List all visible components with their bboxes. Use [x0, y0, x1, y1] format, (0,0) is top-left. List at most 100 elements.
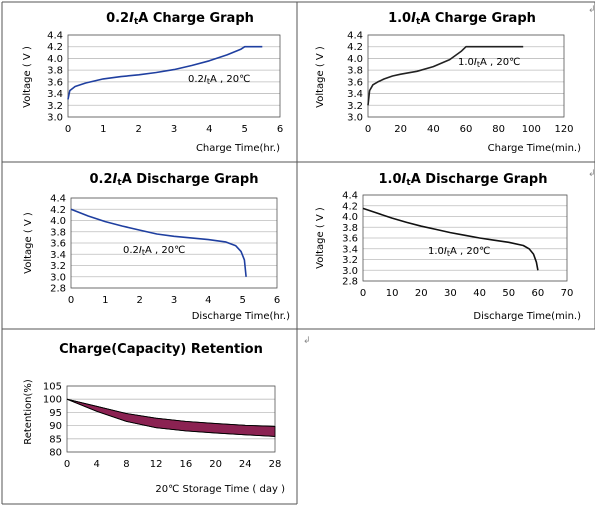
y-axis-label: Voltage ( V )	[315, 46, 326, 108]
x-tick-label: 1	[102, 295, 108, 306]
x-tick-label: 2	[135, 124, 141, 135]
chart-annotation-part: t	[447, 249, 450, 258]
chart-annotation-part: I	[474, 57, 477, 68]
y-tick-label: 4.4	[342, 191, 358, 202]
x-tick-label: 50	[502, 288, 515, 299]
y-tick-label: 4.2	[347, 42, 363, 53]
y-tick-label: 4.2	[50, 205, 66, 216]
chart-title-part: I	[113, 172, 118, 187]
chart-annotation: 1.0ItA , 20℃	[458, 57, 520, 69]
y-tick-label: 80	[49, 448, 62, 459]
x-tick-label: 4	[206, 124, 212, 135]
paragraph-mark: ↲	[588, 169, 595, 179]
x-tick-label: 100	[522, 124, 541, 135]
chart-annotation-part: A , 20℃	[450, 246, 490, 257]
y-tick-label: 90	[49, 421, 62, 432]
y-tick-label: 3.4	[50, 250, 66, 261]
x-tick-label: 20	[209, 459, 222, 470]
chart-annotation-part: t	[207, 77, 210, 86]
x-tick-label: 60	[460, 124, 473, 135]
y-tick-label: 3.0	[50, 272, 66, 283]
chart-annotation-part: t	[477, 60, 480, 69]
y-tick-label: 105	[43, 382, 62, 393]
plot-area	[67, 34, 281, 118]
y-axis-label: Voltage ( V )	[23, 212, 34, 274]
chart-title: 0.2ItA Charge Graph	[106, 11, 254, 27]
x-tick-label: 1	[100, 124, 106, 135]
paragraph-mark: ↲	[588, 5, 595, 15]
chart-annotation-part: I	[139, 245, 142, 256]
x-tick-label: 80	[492, 124, 505, 135]
x-tick-label: 0	[68, 295, 74, 306]
chart-annotation-part: A , 20℃	[145, 245, 185, 256]
x-tick-label: 10	[386, 288, 399, 299]
chart-title-part: A Discharge Graph	[411, 172, 548, 187]
chart-annotation-part: t	[142, 248, 145, 257]
chart-title: 1.0ItA Discharge Graph	[379, 172, 548, 188]
x-axis-label: Charge Time(hr.)	[196, 143, 280, 154]
y-tick-label: 3.8	[47, 66, 63, 77]
y-tick-label: 3.2	[50, 261, 66, 272]
plot-area	[70, 197, 278, 289]
x-tick-label: 3	[171, 124, 177, 135]
chart-annotation-part: 1.0	[428, 246, 444, 257]
x-tick-label: 40	[473, 288, 486, 299]
y-tick-label: 3.2	[342, 255, 358, 266]
x-tick-label: 40	[427, 124, 440, 135]
y-tick-label: 3.4	[47, 89, 63, 100]
chart-annotation-part: I	[444, 246, 447, 257]
band-edge-line	[66, 398, 276, 437]
chart-1: 0.2ItA Charge Graph3.03.23.43.63.84.04.2…	[22, 11, 283, 154]
x-tick-label: 0	[360, 288, 366, 299]
x-tick-label: 0	[365, 124, 371, 135]
y-tick-label: 3.6	[347, 77, 363, 88]
chart-title-part: A Charge Graph	[138, 11, 254, 26]
y-tick-label: 4.0	[50, 216, 66, 227]
chart-title-part: t	[416, 17, 421, 27]
y-axis-label: Voltage ( V )	[22, 46, 33, 108]
chart-title-part: t	[406, 178, 411, 188]
x-axis-label: Charge Time(min.)	[488, 143, 581, 154]
series-line	[367, 45, 524, 106]
y-tick-label: 100	[43, 395, 62, 406]
x-tick-label: 5	[239, 295, 245, 306]
x-tick-label: 60	[531, 288, 544, 299]
y-tick-label: 4.0	[347, 54, 363, 65]
plot-area	[367, 34, 565, 118]
y-tick-label: 4.4	[50, 194, 66, 205]
chart-annotation-part: I	[204, 74, 207, 85]
paragraph-mark: ↲	[303, 336, 311, 346]
x-tick-label: 16	[179, 459, 192, 470]
x-tick-label: 4	[94, 459, 100, 470]
y-tick-label: 3.8	[50, 227, 66, 238]
chart-annotation-part: A , 20℃	[210, 74, 250, 85]
x-tick-label: 120	[554, 124, 573, 135]
chart-annotation: 0.2ItA , 20℃	[188, 74, 250, 86]
x-tick-label: 70	[561, 288, 574, 299]
chart-annotation: 1.0ItA , 20℃	[428, 246, 490, 258]
x-tick-label: 8	[123, 459, 129, 470]
chart-title: 0.2ItA Discharge Graph	[90, 172, 259, 188]
y-tick-label: 4.0	[342, 212, 358, 223]
y-tick-label: 85	[49, 434, 62, 445]
series-line	[70, 208, 247, 277]
x-tick-label: 2	[136, 295, 142, 306]
x-tick-label: 24	[239, 459, 252, 470]
chart-annotation-part: 0.2	[188, 74, 204, 85]
paragraph-marks: ↲ ↲ ↲	[303, 5, 595, 346]
y-tick-label: 3.6	[50, 239, 66, 250]
chart-title-part: t	[134, 17, 139, 27]
chart-4: 1.0ItA Discharge Graph2.83.03.23.43.63.8…	[315, 172, 581, 322]
x-tick-label: 28	[269, 459, 282, 470]
y-tick-label: 3.8	[342, 223, 358, 234]
y-tick-label: 2.8	[50, 284, 66, 295]
chart-title-part: 0.2	[90, 172, 113, 187]
y-tick-label: 4.2	[342, 201, 358, 212]
y-tick-label: 3.0	[47, 113, 63, 124]
chart-title-part: 1.0	[379, 172, 402, 187]
y-tick-label: 4.4	[347, 31, 363, 42]
y-tick-label: 4.2	[47, 42, 63, 53]
chart-title: 1.0ItA Charge Graph	[388, 11, 536, 27]
x-axis-label: Discharge Time(hr.)	[192, 311, 290, 322]
